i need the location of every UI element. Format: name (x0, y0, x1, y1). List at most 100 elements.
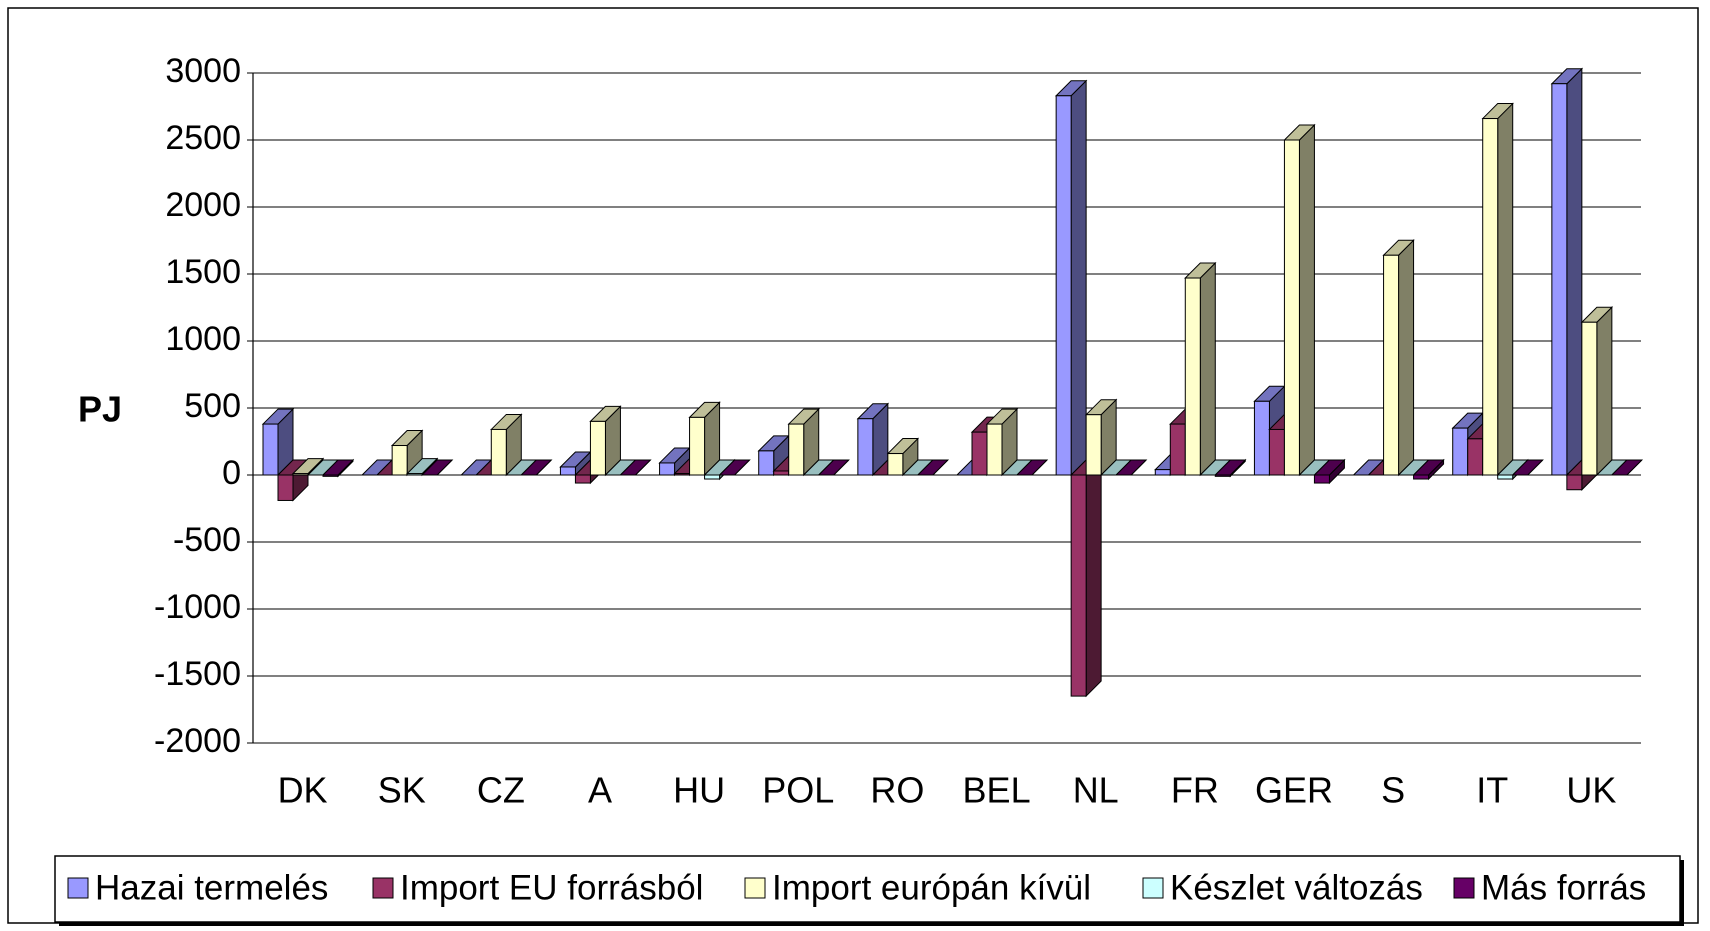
bar-top (916, 459, 950, 476)
y-tick-label: 1000 (165, 320, 241, 358)
bar-front (1482, 118, 1499, 476)
bar-front (1070, 474, 1087, 697)
bar-front (322, 474, 339, 477)
bar-front (1085, 414, 1102, 476)
bar-front (1497, 474, 1514, 480)
x-tick-label: A (588, 770, 612, 811)
bar-front (406, 473, 423, 476)
bar-front (574, 474, 591, 484)
bar (1550, 67, 1584, 477)
legend-label: Import EU forrásból (400, 868, 703, 907)
bar (817, 459, 850, 476)
bar (1313, 458, 1346, 485)
x-tick-label: GER (1255, 770, 1333, 811)
x-tick-label: BEL (963, 770, 1031, 811)
legend-swatch (1142, 877, 1164, 899)
bar (1069, 458, 1103, 698)
x-tick-label: NL (1073, 770, 1119, 811)
bar-front (674, 473, 691, 476)
bar-front (1154, 469, 1171, 476)
bar-front (1413, 474, 1430, 480)
bar (1054, 79, 1088, 477)
bar-front (1551, 83, 1568, 476)
bar (1412, 458, 1445, 481)
bar-front (1383, 254, 1400, 476)
bar (1580, 306, 1614, 477)
bar-top (619, 459, 652, 476)
bar (787, 407, 820, 477)
bar-front (1283, 139, 1300, 476)
y-tick-label: 500 (184, 387, 241, 425)
bar-side (1085, 458, 1102, 698)
legend-box (54, 855, 1681, 923)
bar (916, 459, 950, 476)
bar-top (718, 459, 751, 476)
y-tick-label: -1500 (154, 655, 241, 693)
bar (1283, 123, 1316, 477)
bar-front (971, 431, 988, 476)
bar-front (857, 418, 874, 476)
bar-top (1114, 459, 1148, 476)
bar-front (277, 474, 294, 501)
bar-front (1467, 438, 1484, 476)
bar (1382, 239, 1415, 477)
bar (1114, 459, 1148, 476)
bar (520, 459, 553, 476)
bar (1015, 459, 1049, 476)
bar-front (887, 453, 904, 476)
y-tick-label: 2000 (165, 186, 241, 224)
bar (1610, 459, 1644, 476)
x-tick-label: UK (1566, 770, 1616, 811)
x-tick-label: DK (278, 770, 328, 811)
bar-front (1313, 474, 1330, 484)
bar (658, 446, 691, 477)
bar (1214, 458, 1247, 478)
legend-label: Import európán kívül (772, 868, 1091, 907)
x-tick-label: CZ (477, 770, 525, 811)
bar-top (420, 459, 454, 476)
bar-front (1566, 474, 1583, 491)
bar-side (1298, 123, 1315, 477)
bar-top (1511, 459, 1544, 476)
bar-front (773, 470, 790, 476)
bar-front (490, 428, 507, 476)
bar-front (292, 473, 309, 476)
y-tick-label: 0 (222, 454, 241, 492)
y-tick-label: -1000 (154, 588, 241, 626)
legend-label: Készlet változás (1170, 868, 1423, 907)
bar-side (1070, 79, 1087, 477)
bar-front (704, 474, 721, 480)
y-tick-label: 1500 (165, 253, 241, 291)
y-axis-label: PJ (78, 389, 122, 430)
bar-side (1497, 102, 1514, 477)
bar-side (1199, 261, 1216, 477)
bar (559, 450, 592, 477)
bar-front (986, 423, 1003, 476)
x-tick-label: SK (378, 770, 426, 811)
y-tick-label: -2000 (154, 722, 241, 760)
bar-top (817, 459, 850, 476)
legend-label: Hazai termelés (95, 868, 328, 907)
legend-swatch (67, 877, 89, 899)
bar (619, 459, 652, 476)
legend-swatch (372, 877, 394, 899)
legend-label: Más forrás (1481, 868, 1646, 907)
bar-front (758, 450, 775, 476)
bar-top (1610, 459, 1644, 476)
bar (856, 402, 890, 477)
x-tick-label: FR (1171, 770, 1219, 811)
bar-side (1398, 239, 1415, 477)
x-tick-label: RO (870, 770, 924, 811)
bar-front (1214, 474, 1231, 477)
bar-front (1055, 95, 1072, 476)
x-tick-label: POL (762, 770, 834, 811)
bar-front (659, 462, 676, 476)
bar-front (559, 466, 576, 476)
bar-front (1452, 427, 1469, 476)
bar-front (1253, 400, 1270, 476)
legend-swatch (744, 877, 766, 899)
bar-top (1015, 459, 1049, 476)
bar (985, 407, 1019, 477)
bar-side (1566, 67, 1583, 477)
